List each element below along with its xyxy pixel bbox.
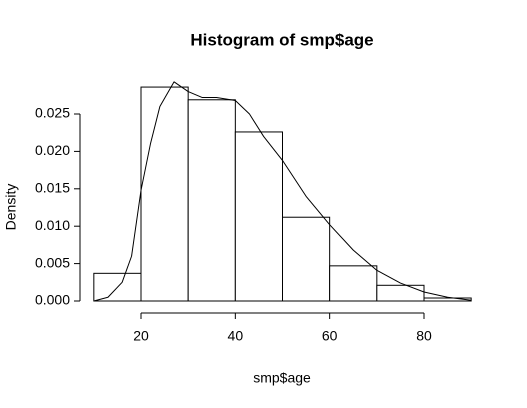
bar: [376, 284, 425, 302]
x-tick-label: 80: [416, 328, 432, 344]
bar: [423, 297, 472, 302]
bar: [234, 131, 283, 302]
x-tick-label: 40: [228, 328, 244, 344]
density-line: [93, 81, 472, 302]
x-tick-label: 60: [322, 328, 338, 344]
y-axis-label: Density: [3, 184, 19, 231]
y-tick-label: 0.000: [35, 292, 70, 308]
y-tick-label: 0.020: [35, 142, 70, 158]
x-tick-label: 20: [133, 328, 149, 344]
y-tick-label: 0.015: [35, 180, 70, 196]
x-axis-label: smp$age: [253, 370, 311, 386]
chart-title: Histogram of smp$age: [190, 30, 373, 49]
bar: [140, 86, 189, 302]
bar: [329, 265, 378, 302]
bar: [282, 216, 331, 302]
y-tick-label: 0.010: [35, 217, 70, 233]
y-tick-label: 0.025: [35, 105, 70, 121]
bar: [187, 99, 236, 302]
y-tick-label: 0.005: [35, 254, 70, 270]
